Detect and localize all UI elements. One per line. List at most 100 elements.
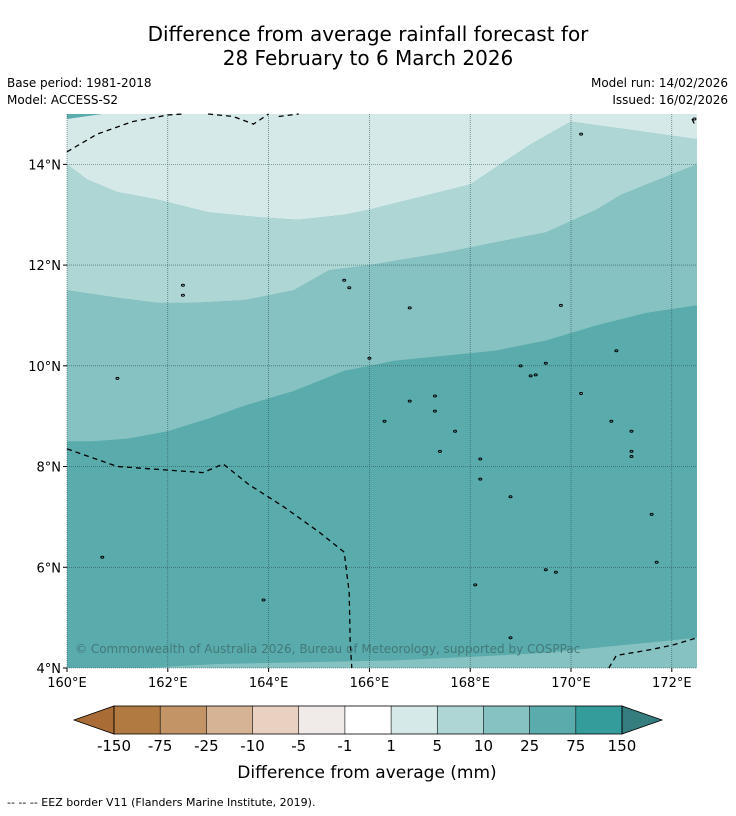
island-marker — [558, 303, 563, 307]
eez-border-line — [691, 118, 696, 125]
colorbar-swatch — [114, 706, 161, 734]
meta-right: Model run: 14/02/2026 Issued: 16/02/2026 — [591, 75, 728, 109]
island-marker — [508, 636, 513, 640]
graticule — [66, 114, 697, 669]
title-line-2: 28 February to 6 March 2026 — [222, 46, 514, 70]
axis-ticks: 160°E 162°E 164°E 166°E 168°E 170°E 172°E 4°N 6°… — [28, 158, 691, 691]
island-marker — [649, 512, 654, 516]
issued-date: Issued: 16/02/2026 — [612, 93, 728, 107]
colorbar-swatch — [391, 706, 438, 734]
x-tick-label: 170°E — [551, 676, 591, 691]
colorbar-swatch — [206, 706, 253, 734]
colorbar-tick-label: 25 — [520, 737, 539, 755]
colorbar-swatch — [344, 706, 392, 734]
colorbar-swatch — [298, 706, 345, 734]
island-marker — [261, 598, 266, 602]
island-marker — [543, 361, 548, 365]
y-tick-label: 6°N — [37, 561, 62, 576]
eez-border-line — [278, 113, 299, 118]
copyright-notice: © Commonwealth of Australia 2026, Bureau… — [75, 642, 580, 656]
colorbar-tick-label: -25 — [194, 737, 219, 755]
eez-legend-note: -- -- -- EEZ border V11 (Flanders Marine… — [7, 796, 316, 809]
contour-band-4 — [142, 637, 698, 668]
colorbar-tick-label: 150 — [608, 737, 637, 755]
island-marker — [432, 394, 437, 398]
island-marker — [432, 409, 437, 413]
islands — [100, 117, 697, 640]
colorbar-tick-label: -10 — [240, 737, 265, 755]
rainfall-contours — [67, 114, 698, 668]
island-marker — [473, 583, 478, 587]
colorbar-extend-high — [621, 705, 664, 735]
island-marker — [553, 570, 558, 574]
colorbar-extend-low — [72, 705, 115, 735]
island-marker — [407, 399, 412, 403]
x-tick-label: 172°E — [652, 676, 692, 691]
x-tick-label: 166°E — [350, 676, 390, 691]
colorbar: -150 -75 -25 -10 -5 -1 1 5 10 25 75 150 — [72, 705, 664, 755]
island-marker — [629, 429, 634, 433]
x-tick-label: 168°E — [450, 676, 490, 691]
colorbar-tick-label: 1 — [386, 737, 396, 755]
colorbar-swatch — [437, 706, 484, 734]
eez-border-line — [608, 637, 698, 669]
island-marker — [478, 457, 483, 461]
colorbar-label: Difference from average (mm) — [237, 763, 496, 783]
colorbar-swatch — [575, 706, 622, 734]
contour-band-0 — [67, 114, 697, 220]
y-tick-label: 12°N — [28, 259, 61, 274]
island-marker — [437, 449, 442, 453]
island-marker — [367, 356, 372, 360]
island-marker — [347, 286, 352, 290]
island-marker — [180, 283, 185, 287]
island-marker — [614, 349, 619, 353]
island-marker — [692, 117, 697, 121]
island-marker — [579, 132, 584, 136]
eez-borders — [66, 113, 698, 669]
island-marker — [180, 293, 185, 297]
y-tick-label: 10°N — [28, 360, 61, 375]
island-marker — [609, 419, 614, 423]
island-marker — [382, 419, 387, 423]
colorbar-swatch — [529, 706, 576, 734]
colorbar-tick-label: -5 — [291, 737, 306, 755]
island-marker — [528, 374, 533, 378]
colorbar-tick-label: -1 — [337, 737, 352, 755]
contour-band-3 — [67, 305, 697, 668]
island-marker — [342, 278, 347, 282]
colorbar-tick-label: 75 — [566, 737, 585, 755]
y-tick-label: 14°N — [28, 158, 61, 173]
island-marker — [100, 555, 105, 559]
colorbar-tick-label: -75 — [148, 737, 173, 755]
y-tick-label: 8°N — [37, 461, 62, 476]
y-tick-label: 4°N — [37, 662, 62, 677]
island-marker — [654, 560, 659, 564]
eez-border-line — [66, 448, 353, 669]
model-run: Model run: 14/02/2026 — [590, 76, 728, 90]
base-period: Base period: 1981-2018 — [7, 76, 152, 90]
colorbar-tick-label: -150 — [97, 737, 131, 755]
colorbar-swatch — [483, 706, 530, 734]
island-marker — [115, 376, 120, 380]
colorbar-swatch — [252, 706, 299, 734]
contour-band-2 — [67, 164, 697, 442]
eez-border-line — [66, 113, 183, 153]
meta-left: Base period: 1981-2018 Model: ACCESS-S2 — [7, 75, 152, 109]
island-marker — [407, 306, 412, 310]
colorbar-swatch — [160, 706, 207, 734]
colorbar-tick-label: 5 — [432, 737, 442, 755]
island-marker — [453, 429, 458, 433]
x-tick-label: 162°E — [148, 676, 188, 691]
island-marker — [533, 373, 538, 377]
x-tick-label: 160°E — [47, 676, 87, 691]
map-title: Difference from average rainfall forecas… — [0, 22, 736, 70]
eez-border-line — [208, 113, 269, 125]
island-marker — [508, 495, 513, 499]
island-marker — [579, 392, 584, 396]
title-line-1: Difference from average rainfall forecas… — [147, 22, 589, 46]
island-marker — [518, 364, 523, 368]
x-tick-label: 164°E — [249, 676, 289, 691]
island-marker — [629, 454, 634, 458]
colorbar-tick-label: 10 — [474, 737, 493, 755]
